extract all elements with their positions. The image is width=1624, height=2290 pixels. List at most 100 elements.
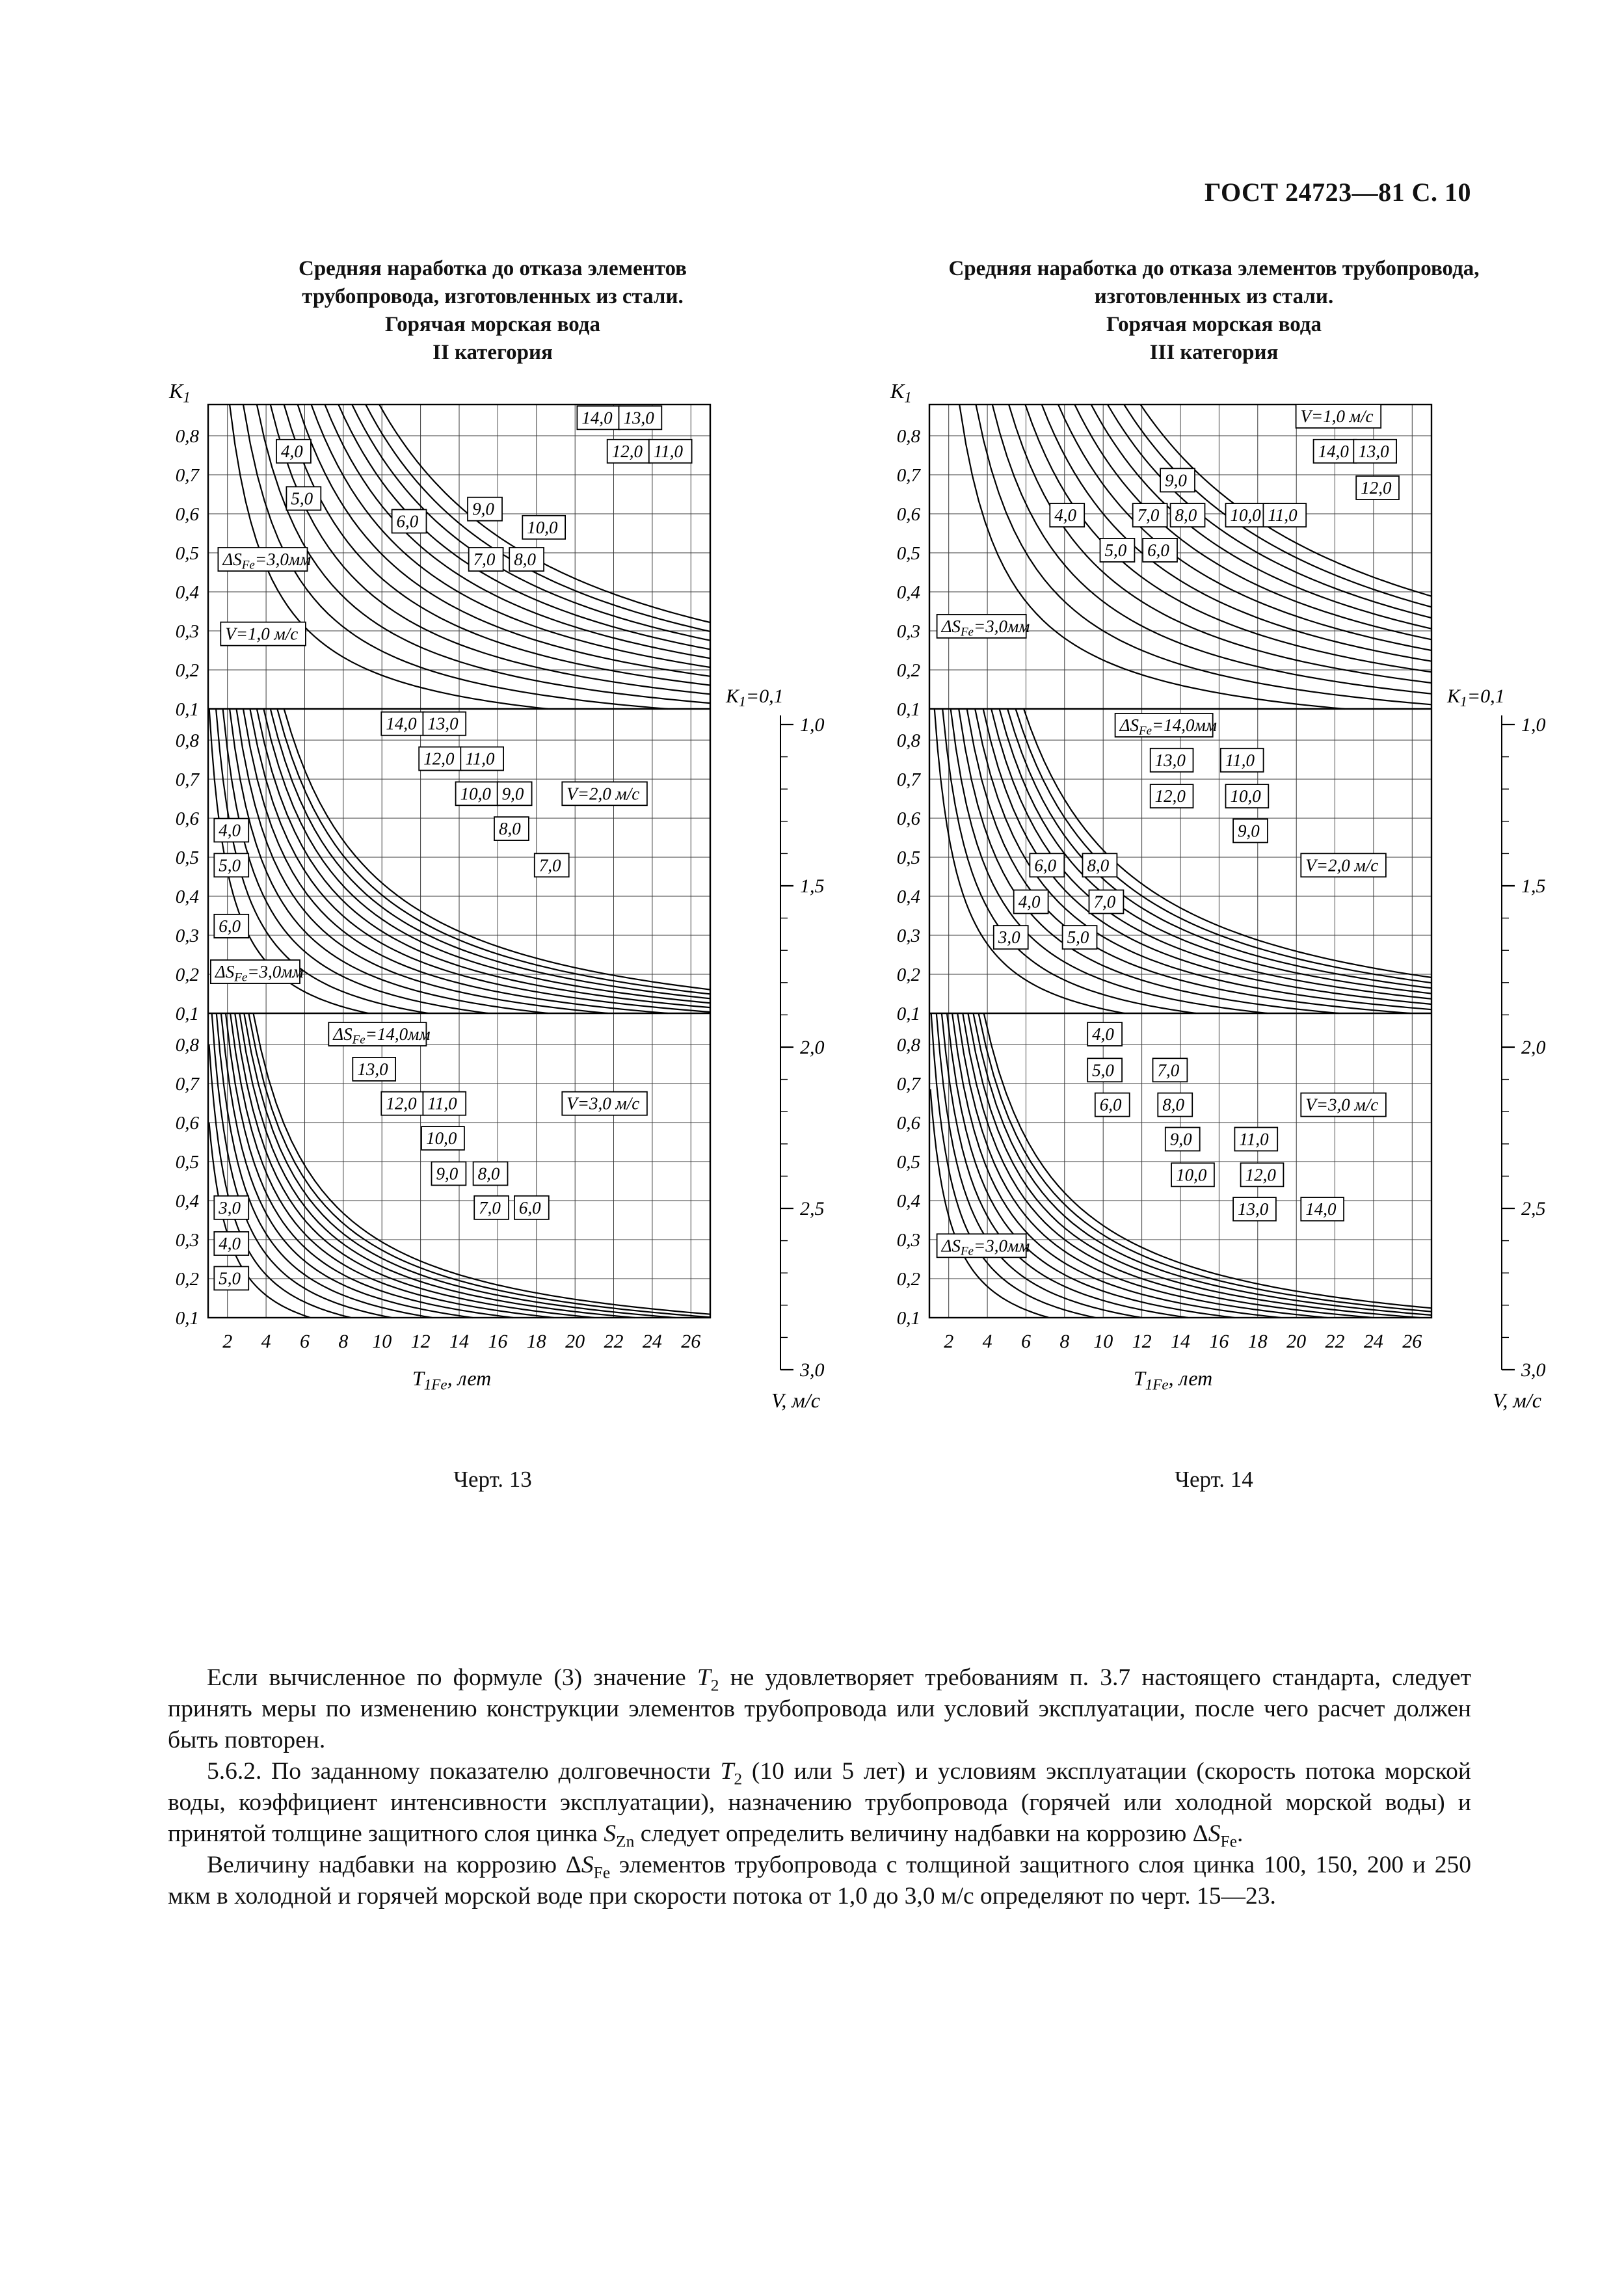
svg-text:6,0: 6,0 (519, 1197, 541, 1217)
figures-row: Средняя наработка до отказа элементов тр… (140, 255, 1567, 1493)
svg-text:8,0: 8,0 (478, 1164, 500, 1183)
figure-13-title: Средняя наработка до отказа элементов тр… (299, 255, 687, 367)
svg-text:V=1,0 м/с: V=1,0 м/с (225, 624, 298, 643)
svg-text:4: 4 (261, 1331, 271, 1352)
svg-text:3,0: 3,0 (218, 1197, 241, 1217)
figure-title-line: Средняя наработка до отказа элементов тр… (948, 257, 1480, 280)
curve-family (208, 404, 711, 1318)
svg-text:24: 24 (1364, 1331, 1383, 1352)
svg-text:8: 8 (1059, 1331, 1069, 1352)
svg-text:0,6: 0,6 (176, 504, 200, 525)
figure-title-line: Горячая морская вода (1106, 312, 1322, 336)
svg-text:7,0: 7,0 (1138, 505, 1160, 525)
svg-text:10,0: 10,0 (527, 517, 558, 537)
svg-text:0,8: 0,8 (897, 730, 921, 751)
svg-text:8,0: 8,0 (499, 819, 521, 838)
svg-text:6,0: 6,0 (1100, 1095, 1122, 1114)
svg-text:ΔSFe=3,0мм: ΔSFe=3,0мм (941, 1236, 1030, 1258)
svg-text:4,0: 4,0 (1018, 892, 1041, 911)
figure-title-line: II категория (433, 340, 553, 364)
svg-text:0,1: 0,1 (176, 1004, 199, 1024)
svg-text:2,5: 2,5 (800, 1198, 825, 1219)
svg-text:ΔSFe=3,0мм: ΔSFe=3,0мм (215, 962, 304, 984)
panel-borders (928, 403, 1433, 1318)
svg-text:7,0: 7,0 (473, 550, 496, 569)
svg-text:V=1,0 м/с: V=1,0 м/с (1301, 406, 1374, 426)
paragraph: Если вычисленное по формуле (3) значение… (168, 1664, 1471, 1753)
svg-text:Т1Fe, лет: Т1Fe, лет (1134, 1366, 1212, 1392)
svg-text:11,0: 11,0 (427, 1093, 457, 1113)
figure-title-line: Горячая морская вода (384, 312, 600, 336)
svg-text:2,0: 2,0 (800, 1037, 825, 1058)
svg-text:0,8: 0,8 (897, 426, 921, 447)
figure-14-title: Средняя наработка до отказа элементов тр… (948, 255, 1479, 367)
svg-text:4,0: 4,0 (281, 441, 303, 460)
svg-text:20: 20 (1286, 1331, 1306, 1352)
svg-text:26: 26 (681, 1331, 700, 1352)
paragraph: Величину надбавки на коррозию ΔSFe элеме… (168, 1852, 1471, 1910)
svg-text:14,0: 14,0 (581, 408, 613, 427)
svg-text:10,0: 10,0 (1230, 786, 1261, 806)
svg-text:3,0: 3,0 (998, 927, 1020, 947)
svg-text:4,0: 4,0 (1054, 505, 1076, 525)
svg-text:14: 14 (449, 1331, 469, 1352)
svg-text:6: 6 (1021, 1331, 1031, 1352)
svg-text:0,7: 0,7 (897, 465, 922, 486)
svg-text:11,0: 11,0 (1225, 750, 1255, 769)
svg-text:8,0: 8,0 (1087, 855, 1109, 875)
svg-text:9,0: 9,0 (1165, 470, 1187, 490)
svg-text:22: 22 (1325, 1331, 1345, 1352)
svg-text:0,7: 0,7 (176, 1074, 200, 1095)
svg-text:0,6: 0,6 (176, 808, 200, 829)
svg-text:9,0: 9,0 (502, 784, 524, 803)
svg-text:0,6: 0,6 (897, 1113, 921, 1134)
svg-text:0,8: 0,8 (176, 730, 200, 751)
svg-text:13,0: 13,0 (1358, 441, 1389, 460)
svg-text:Т1Fe, лет: Т1Fe, лет (412, 1366, 491, 1392)
figure-14-caption: Черт. 14 (1175, 1466, 1253, 1492)
svg-text:5,0: 5,0 (1092, 1060, 1114, 1080)
curve-family (929, 403, 1432, 1318)
svg-text:4: 4 (983, 1331, 992, 1352)
svg-text:0,4: 0,4 (176, 582, 199, 603)
svg-text:5,0: 5,0 (219, 855, 241, 875)
svg-text:0,8: 0,8 (176, 426, 200, 447)
svg-text:11,0: 11,0 (1268, 505, 1298, 525)
svg-text:12: 12 (1132, 1331, 1152, 1352)
svg-text:0,3: 0,3 (176, 925, 199, 946)
svg-text:0,6: 0,6 (176, 1113, 200, 1134)
svg-text:ΔSFe=14,0мм: ΔSFe=14,0мм (1119, 715, 1217, 738)
svg-text:11,0: 11,0 (1239, 1129, 1269, 1149)
svg-text:14,0: 14,0 (1318, 441, 1350, 460)
svg-text:10,0: 10,0 (1176, 1165, 1207, 1184)
svg-text:0,2: 0,2 (176, 1269, 199, 1290)
nomogram-chart-14: 0,8 0,7 0,6 0,5 0,4 0,3 0,2 0,1 0,8 0,7 0,6 0,5 0,4 0… (890, 381, 1546, 1412)
svg-text:1,0: 1,0 (1521, 714, 1546, 736)
svg-text:14: 14 (1171, 1331, 1190, 1352)
svg-text:13,0: 13,0 (623, 408, 654, 427)
svg-text:9,0: 9,0 (436, 1164, 459, 1183)
svg-text:0,1: 0,1 (897, 699, 920, 720)
svg-text:13,0: 13,0 (1155, 750, 1186, 769)
svg-text:0,5: 0,5 (897, 543, 920, 564)
svg-text:0,5: 0,5 (176, 1152, 199, 1173)
svg-text:8,0: 8,0 (514, 550, 536, 569)
svg-text:V, м/с: V, м/с (771, 1389, 820, 1412)
svg-text:12,0: 12,0 (1155, 786, 1186, 806)
svg-text:10: 10 (1093, 1331, 1113, 1352)
svg-text:7,0: 7,0 (479, 1197, 501, 1217)
svg-text:0,8: 0,8 (897, 1035, 921, 1056)
svg-text:13,0: 13,0 (427, 713, 459, 733)
svg-text:2: 2 (222, 1331, 232, 1352)
svg-text:6,0: 6,0 (397, 511, 419, 531)
svg-text:3,0: 3,0 (799, 1359, 825, 1381)
svg-text:22: 22 (604, 1331, 624, 1352)
svg-text:0,1: 0,1 (176, 699, 199, 720)
svg-text:10: 10 (372, 1331, 392, 1352)
svg-text:0,3: 0,3 (897, 1230, 920, 1251)
svg-text:9,0: 9,0 (1170, 1129, 1192, 1149)
nomogram-chart-13: 0,8 0,7 0,6 0,5 0,4 0,3 0,2 0,1 0,8 0,7 0,6 0,5 0,4 0… (168, 381, 825, 1412)
svg-text:К1=0,1: К1=0,1 (725, 686, 784, 710)
svg-text:6,0: 6,0 (1034, 855, 1056, 875)
